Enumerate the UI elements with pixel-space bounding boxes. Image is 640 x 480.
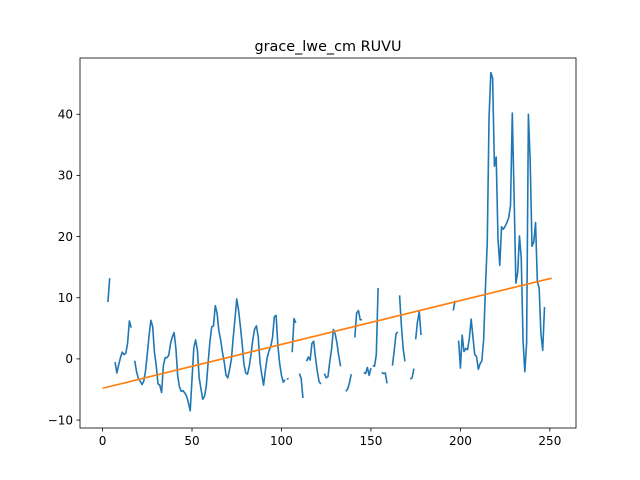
y-tick-label: 30 <box>58 169 73 183</box>
series-0-line <box>298 373 304 399</box>
y-tick-label: 0 <box>65 352 73 366</box>
series-1-line <box>102 277 552 390</box>
x-tick-label: 0 <box>99 434 107 448</box>
x-tick-label: 250 <box>538 434 561 448</box>
plot-frame <box>79 57 577 429</box>
x-tick-label: 100 <box>270 434 293 448</box>
y-axis: −10 0 10 20 30 40 <box>48 108 80 427</box>
series-0-line <box>107 278 111 303</box>
series-0-line <box>391 331 399 366</box>
series-0-line <box>286 377 289 380</box>
series-0-line <box>363 366 372 377</box>
series-0-line <box>305 340 322 385</box>
y-tick-label: 10 <box>58 291 73 305</box>
series-layer <box>102 71 552 412</box>
series-0-line <box>381 371 388 384</box>
series-0-line <box>354 309 362 338</box>
x-tick-label: 200 <box>449 434 472 448</box>
x-tick-label: 50 <box>184 434 199 448</box>
series-0-line <box>345 374 353 392</box>
chart-title: grace_lwe_cm RUVU <box>254 39 401 55</box>
series-0-line <box>398 295 406 362</box>
series-0-line <box>114 320 132 374</box>
series-0-line <box>409 368 415 380</box>
x-tick-label: 150 <box>359 434 382 448</box>
y-tick-label: 40 <box>58 108 73 122</box>
series-0-line <box>323 328 342 379</box>
y-tick-label: −10 <box>48 413 73 427</box>
series-0-line <box>457 71 546 373</box>
series-0-line <box>133 298 286 412</box>
series-0-line <box>414 310 422 340</box>
x-axis: 0 50 100 150 200 250 <box>99 428 561 448</box>
y-tick-label: 20 <box>58 230 73 244</box>
